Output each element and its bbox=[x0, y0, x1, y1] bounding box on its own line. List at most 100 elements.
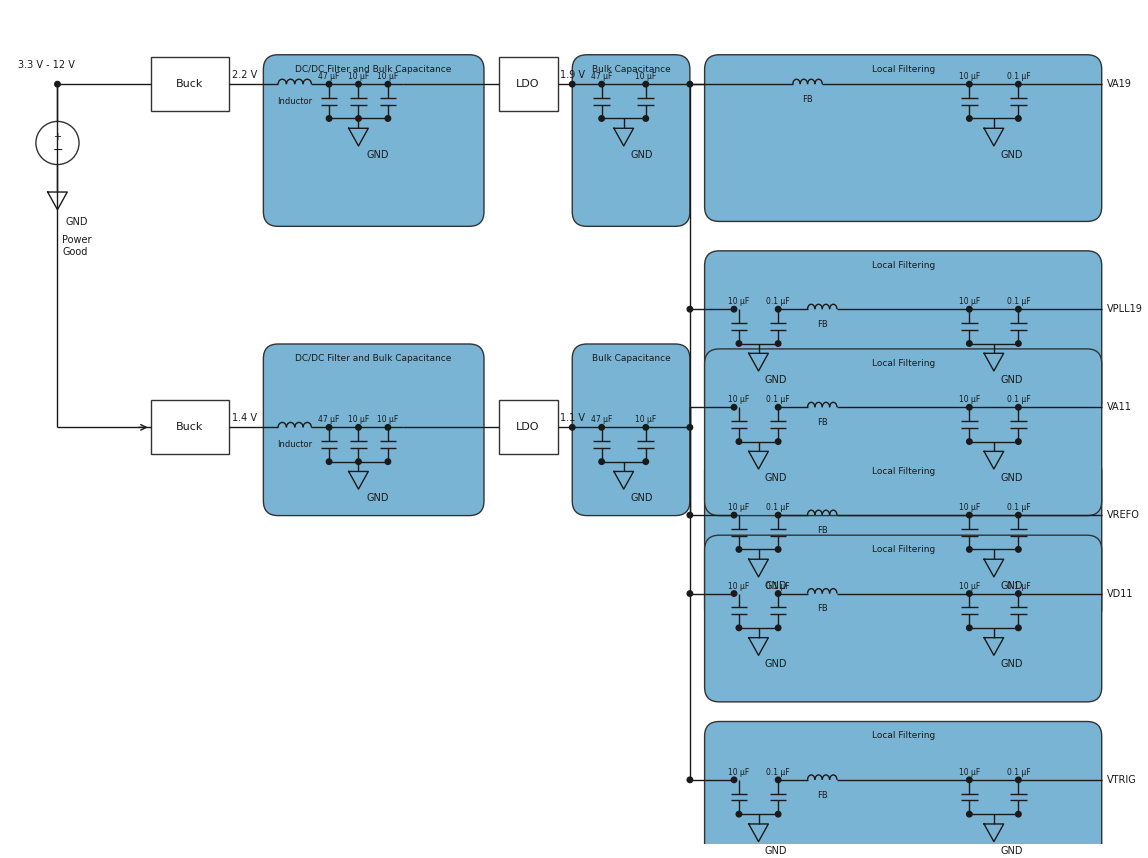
Circle shape bbox=[967, 625, 972, 631]
FancyBboxPatch shape bbox=[572, 55, 690, 227]
FancyBboxPatch shape bbox=[263, 55, 484, 227]
Circle shape bbox=[731, 512, 737, 518]
Text: 3.3 V - 12 V: 3.3 V - 12 V bbox=[18, 59, 75, 69]
Text: Power
Good: Power Good bbox=[62, 235, 92, 257]
Circle shape bbox=[385, 82, 390, 87]
Text: VPLL19: VPLL19 bbox=[1107, 305, 1142, 314]
Text: Inductor: Inductor bbox=[277, 440, 312, 449]
FancyBboxPatch shape bbox=[705, 535, 1102, 702]
Circle shape bbox=[643, 116, 649, 121]
Text: Local Filtering: Local Filtering bbox=[871, 261, 934, 269]
Circle shape bbox=[569, 425, 575, 430]
Circle shape bbox=[356, 82, 362, 87]
Text: 10 μF: 10 μF bbox=[635, 415, 657, 425]
Text: FB: FB bbox=[817, 418, 828, 427]
Circle shape bbox=[688, 82, 692, 87]
Text: 10 μF: 10 μF bbox=[728, 503, 750, 512]
Circle shape bbox=[1016, 404, 1021, 410]
Circle shape bbox=[967, 812, 972, 817]
Circle shape bbox=[1016, 812, 1021, 817]
Circle shape bbox=[643, 425, 649, 430]
Text: 0.1 μF: 0.1 μF bbox=[1007, 72, 1030, 82]
Circle shape bbox=[967, 404, 972, 410]
Circle shape bbox=[775, 512, 781, 518]
Text: GND: GND bbox=[765, 473, 788, 483]
Text: 0.1 μF: 0.1 μF bbox=[1007, 503, 1030, 512]
Circle shape bbox=[1016, 306, 1021, 312]
Circle shape bbox=[356, 425, 362, 430]
Circle shape bbox=[731, 404, 737, 410]
Text: GND: GND bbox=[1000, 845, 1023, 855]
Circle shape bbox=[1016, 116, 1021, 121]
Circle shape bbox=[356, 116, 362, 121]
Circle shape bbox=[736, 341, 742, 347]
Circle shape bbox=[775, 404, 781, 410]
Circle shape bbox=[688, 777, 692, 782]
Text: Bulk Capacitance: Bulk Capacitance bbox=[591, 64, 670, 74]
Circle shape bbox=[736, 438, 742, 444]
Text: GND: GND bbox=[1000, 150, 1023, 160]
Text: 0.1 μF: 0.1 μF bbox=[1007, 297, 1030, 306]
Text: LDO: LDO bbox=[517, 422, 540, 432]
Text: GND: GND bbox=[367, 150, 389, 160]
Text: 0.1 μF: 0.1 μF bbox=[767, 503, 790, 512]
Text: 10 μF: 10 μF bbox=[959, 503, 980, 512]
Circle shape bbox=[643, 459, 649, 464]
Circle shape bbox=[356, 459, 362, 464]
Circle shape bbox=[967, 512, 972, 518]
Text: +: + bbox=[54, 132, 62, 142]
FancyBboxPatch shape bbox=[705, 55, 1102, 221]
Text: 10 μF: 10 μF bbox=[959, 396, 980, 404]
Bar bbox=[498, 401, 558, 454]
Circle shape bbox=[775, 812, 781, 817]
Circle shape bbox=[55, 82, 60, 87]
Text: DC/DC Filter and Bulk Capacitance: DC/DC Filter and Bulk Capacitance bbox=[295, 64, 452, 74]
Circle shape bbox=[967, 777, 972, 782]
Text: GND: GND bbox=[1000, 581, 1023, 591]
Circle shape bbox=[967, 341, 972, 347]
Text: FB: FB bbox=[817, 790, 828, 800]
Text: 2.2 V: 2.2 V bbox=[232, 70, 257, 81]
Circle shape bbox=[736, 547, 742, 553]
Text: Buck: Buck bbox=[176, 79, 203, 89]
Circle shape bbox=[1016, 82, 1021, 87]
Text: GND: GND bbox=[630, 150, 652, 160]
Text: 0.1 μF: 0.1 μF bbox=[767, 297, 790, 306]
Bar bbox=[498, 57, 558, 112]
Circle shape bbox=[1016, 591, 1021, 596]
Text: LDO: LDO bbox=[517, 79, 540, 89]
Text: 1.1 V: 1.1 V bbox=[560, 414, 585, 423]
Text: VA11: VA11 bbox=[1107, 402, 1132, 412]
Text: GND: GND bbox=[1000, 473, 1023, 483]
Text: FB: FB bbox=[817, 604, 828, 613]
Circle shape bbox=[775, 547, 781, 553]
Circle shape bbox=[326, 82, 332, 87]
FancyBboxPatch shape bbox=[705, 722, 1102, 858]
Text: DC/DC Filter and Bulk Capacitance: DC/DC Filter and Bulk Capacitance bbox=[295, 353, 452, 363]
FancyBboxPatch shape bbox=[705, 456, 1102, 624]
Text: GND: GND bbox=[765, 581, 788, 591]
Circle shape bbox=[688, 306, 692, 312]
Text: FB: FB bbox=[817, 526, 828, 535]
Circle shape bbox=[643, 82, 649, 87]
FancyBboxPatch shape bbox=[263, 344, 484, 516]
Circle shape bbox=[967, 438, 972, 444]
Text: VA19: VA19 bbox=[1107, 79, 1132, 89]
Circle shape bbox=[688, 591, 692, 596]
Text: 47 μF: 47 μF bbox=[591, 72, 612, 82]
Text: Local Filtering: Local Filtering bbox=[871, 359, 934, 368]
Text: 10 μF: 10 μF bbox=[959, 297, 980, 306]
Circle shape bbox=[775, 341, 781, 347]
Text: 10 μF: 10 μF bbox=[348, 72, 370, 82]
Circle shape bbox=[599, 425, 604, 430]
Text: 10 μF: 10 μF bbox=[959, 768, 980, 776]
Text: 10 μF: 10 μF bbox=[728, 396, 750, 404]
Circle shape bbox=[385, 459, 390, 464]
Circle shape bbox=[1016, 625, 1021, 631]
Circle shape bbox=[569, 82, 575, 87]
Text: FB: FB bbox=[802, 95, 813, 104]
Circle shape bbox=[688, 425, 692, 430]
Text: 10 μF: 10 μF bbox=[635, 72, 657, 82]
Circle shape bbox=[688, 512, 692, 518]
FancyBboxPatch shape bbox=[572, 344, 690, 516]
